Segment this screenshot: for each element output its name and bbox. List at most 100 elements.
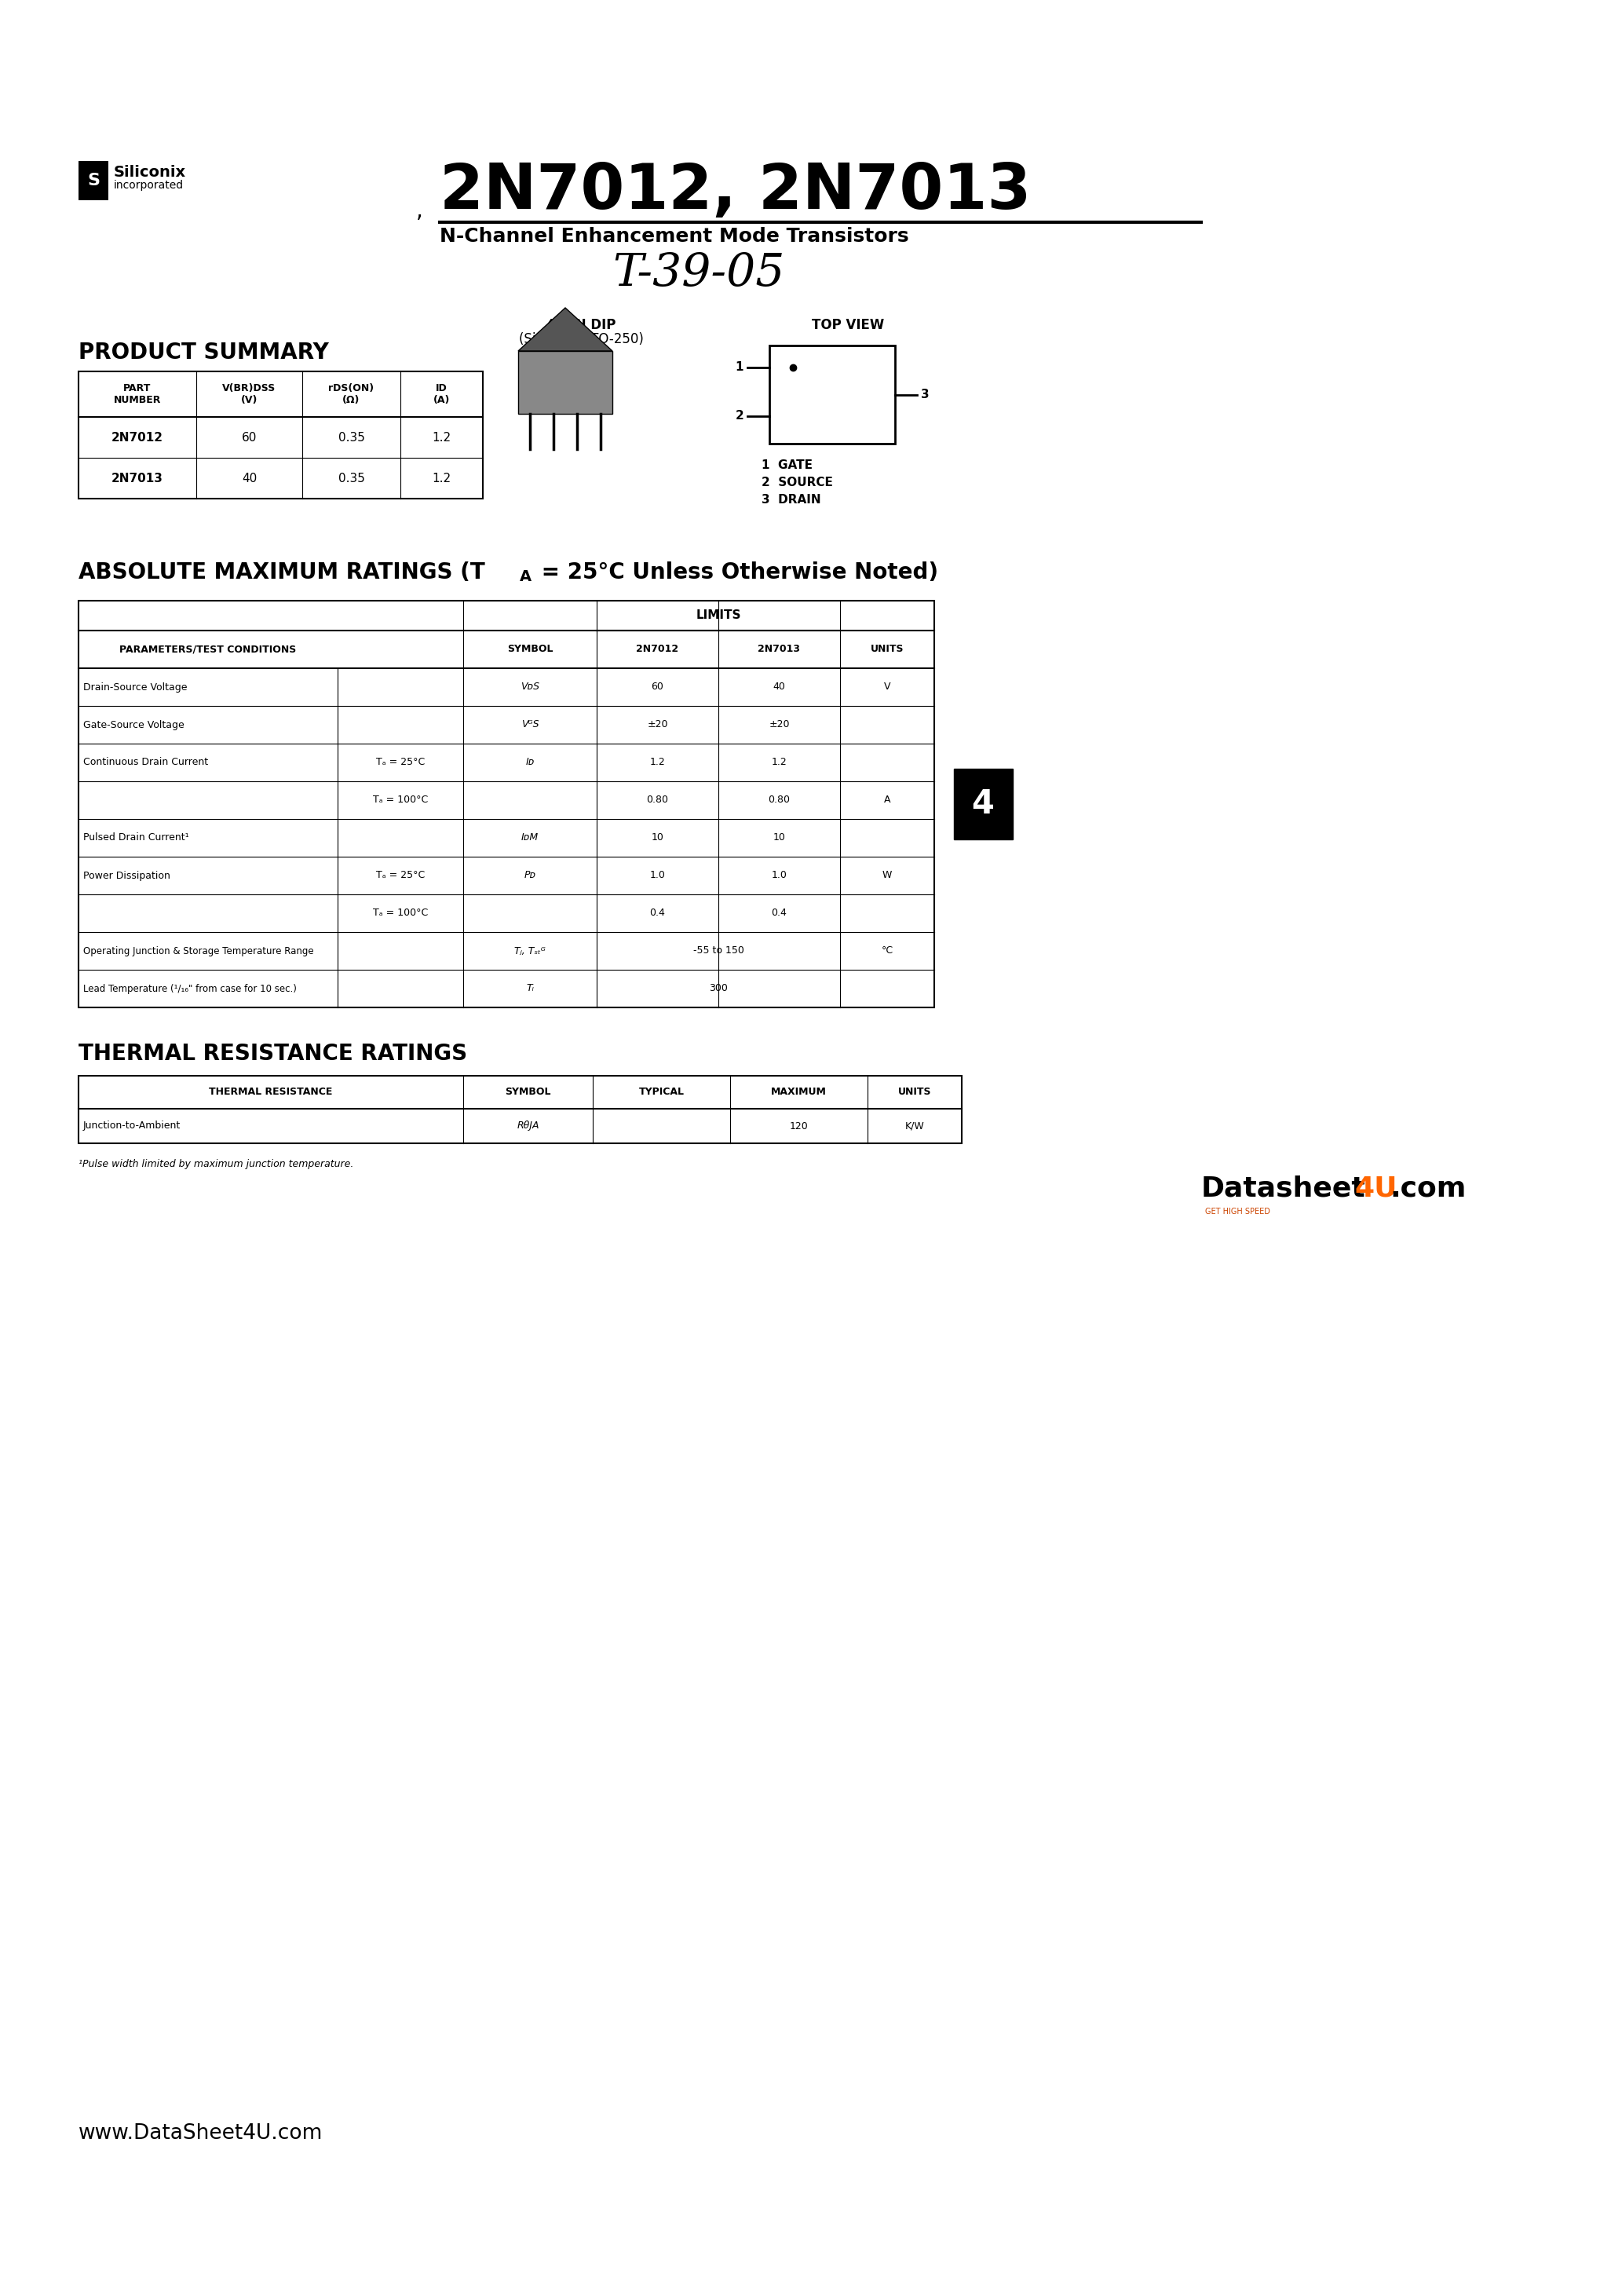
Text: 0.80: 0.80	[769, 794, 790, 806]
Text: 3: 3	[921, 388, 929, 400]
Text: Siliconix: Siliconix	[114, 165, 187, 179]
Text: 120: 120	[790, 1120, 808, 1132]
Text: °C: °C	[881, 946, 894, 955]
Text: 1.2: 1.2	[772, 758, 787, 767]
Text: 60: 60	[652, 682, 663, 691]
Text: ±20: ±20	[647, 719, 668, 730]
Text: S: S	[88, 172, 99, 188]
Text: 40: 40	[774, 682, 785, 691]
Text: Tₗ: Tₗ	[526, 983, 534, 994]
Text: www.DataSheet4U.com: www.DataSheet4U.com	[78, 2124, 323, 2144]
Text: RθJA: RθJA	[517, 1120, 539, 1132]
Text: = 25°C Unless Otherwise Noted): = 25°C Unless Otherwise Noted)	[534, 563, 938, 583]
Text: SYMBOL: SYMBOL	[504, 1086, 551, 1097]
Text: ±20: ±20	[769, 719, 790, 730]
Text: 4-PIN DIP: 4-PIN DIP	[547, 319, 616, 333]
Text: VᴳS: VᴳS	[521, 719, 539, 730]
Text: Tₐ = 100°C: Tₐ = 100°C	[373, 794, 428, 806]
Text: PART
NUMBER: PART NUMBER	[114, 383, 161, 404]
Text: Power Dissipation: Power Dissipation	[83, 870, 170, 882]
Text: V(BR)DSS
(V): V(BR)DSS (V)	[222, 383, 276, 404]
Bar	[78, 602, 934, 1008]
Text: IᴅM: IᴅM	[521, 833, 539, 843]
Text: 2N7013: 2N7013	[112, 473, 164, 484]
Bar	[78, 1077, 962, 1143]
Bar	[517, 351, 613, 413]
Text: ID
(A): ID (A)	[433, 383, 449, 404]
Text: LIMITS: LIMITS	[696, 611, 741, 622]
Text: 4U: 4U	[1354, 1176, 1397, 1201]
Text: 1.2: 1.2	[431, 473, 451, 484]
Text: 1  GATE: 1 GATE	[762, 459, 813, 471]
Text: PARAMETERS/TEST CONDITIONS: PARAMETERS/TEST CONDITIONS	[120, 645, 297, 654]
Text: Pᴅ: Pᴅ	[524, 870, 535, 882]
Text: 1.2: 1.2	[650, 758, 665, 767]
Text: 0.4: 0.4	[772, 909, 787, 918]
Text: PRODUCT SUMMARY: PRODUCT SUMMARY	[78, 342, 329, 363]
Text: 10: 10	[774, 833, 785, 843]
Text: TYPICAL: TYPICAL	[639, 1086, 684, 1097]
Text: 2: 2	[735, 411, 743, 422]
Text: 0.80: 0.80	[647, 794, 668, 806]
Text: V: V	[884, 682, 890, 691]
Text: 0.35: 0.35	[337, 432, 365, 443]
Text: Tₐ = 25°C: Tₐ = 25°C	[376, 758, 425, 767]
Text: ¹Pulse width limited by maximum junction temperature.: ¹Pulse width limited by maximum junction…	[78, 1159, 354, 1169]
Text: ,: ,	[417, 200, 423, 223]
Text: 0.4: 0.4	[650, 909, 665, 918]
Text: 2N7012, 2N7013: 2N7012, 2N7013	[440, 161, 1032, 223]
Bar	[769, 344, 895, 443]
Text: 2  SOURCE: 2 SOURCE	[762, 478, 832, 489]
Text: Gate-Source Voltage: Gate-Source Voltage	[83, 719, 185, 730]
Bar	[954, 769, 1012, 840]
Text: (Similar to TO-250): (Similar to TO-250)	[519, 333, 644, 347]
Text: GET HIGH SPEED: GET HIGH SPEED	[1205, 1208, 1270, 1215]
Text: Tⱼ, Tₛₜᴳ: Tⱼ, Tₛₜᴳ	[514, 946, 545, 955]
Text: 2N7013: 2N7013	[757, 645, 800, 654]
Text: VᴅS: VᴅS	[521, 682, 540, 691]
Polygon shape	[517, 308, 613, 351]
Text: THERMAL RESISTANCE: THERMAL RESISTANCE	[209, 1086, 333, 1097]
Text: T-39-05: T-39-05	[613, 250, 785, 296]
Text: A: A	[884, 794, 890, 806]
Text: Datasheet: Datasheet	[1202, 1176, 1366, 1201]
Text: MAXIMUM: MAXIMUM	[770, 1086, 827, 1097]
Text: K/W: K/W	[905, 1120, 925, 1132]
Text: 40: 40	[242, 473, 256, 484]
FancyBboxPatch shape	[78, 161, 109, 200]
Text: UNITS: UNITS	[899, 1086, 931, 1097]
Text: Lead Temperature (¹/₁₆" from case for 10 sec.): Lead Temperature (¹/₁₆" from case for 10…	[83, 983, 297, 994]
Text: Operating Junction & Storage Temperature Range: Operating Junction & Storage Temperature…	[83, 946, 313, 955]
Text: UNITS: UNITS	[871, 645, 903, 654]
Text: 1.0: 1.0	[772, 870, 787, 882]
Text: ABSOLUTE MAXIMUM RATINGS (T: ABSOLUTE MAXIMUM RATINGS (T	[78, 563, 485, 583]
Text: Continuous Drain Current: Continuous Drain Current	[83, 758, 208, 767]
Text: TOP VIEW: TOP VIEW	[811, 319, 884, 333]
Text: 60: 60	[242, 432, 256, 443]
Text: A: A	[519, 569, 532, 583]
Text: 1: 1	[735, 360, 743, 374]
Text: Tₐ = 25°C: Tₐ = 25°C	[376, 870, 425, 882]
Text: W: W	[882, 870, 892, 882]
Text: Junction-to-Ambient: Junction-to-Ambient	[83, 1120, 180, 1132]
Text: SYMBOL: SYMBOL	[508, 645, 553, 654]
Text: 3  DRAIN: 3 DRAIN	[762, 494, 821, 505]
Text: Pulsed Drain Current¹: Pulsed Drain Current¹	[83, 833, 188, 843]
Text: 1.0: 1.0	[650, 870, 665, 882]
Text: 0.35: 0.35	[337, 473, 365, 484]
Text: 10: 10	[652, 833, 663, 843]
Text: THERMAL RESISTANCE RATINGS: THERMAL RESISTANCE RATINGS	[78, 1042, 467, 1065]
Text: rDS(ON)
(Ω): rDS(ON) (Ω)	[329, 383, 375, 404]
Text: 2N7012: 2N7012	[112, 432, 164, 443]
Text: Iᴅ: Iᴅ	[526, 758, 534, 767]
Bar	[78, 372, 483, 498]
Text: -55 to 150: -55 to 150	[693, 946, 744, 955]
Text: Drain-Source Voltage: Drain-Source Voltage	[83, 682, 187, 691]
Text: 2N7012: 2N7012	[636, 645, 678, 654]
Text: Tₐ = 100°C: Tₐ = 100°C	[373, 909, 428, 918]
Text: N-Channel Enhancement Mode Transistors: N-Channel Enhancement Mode Transistors	[440, 227, 908, 246]
Text: 300: 300	[709, 983, 728, 994]
Text: incorporated: incorporated	[114, 179, 183, 191]
Text: .com: .com	[1390, 1176, 1466, 1201]
Text: 1.2: 1.2	[431, 432, 451, 443]
